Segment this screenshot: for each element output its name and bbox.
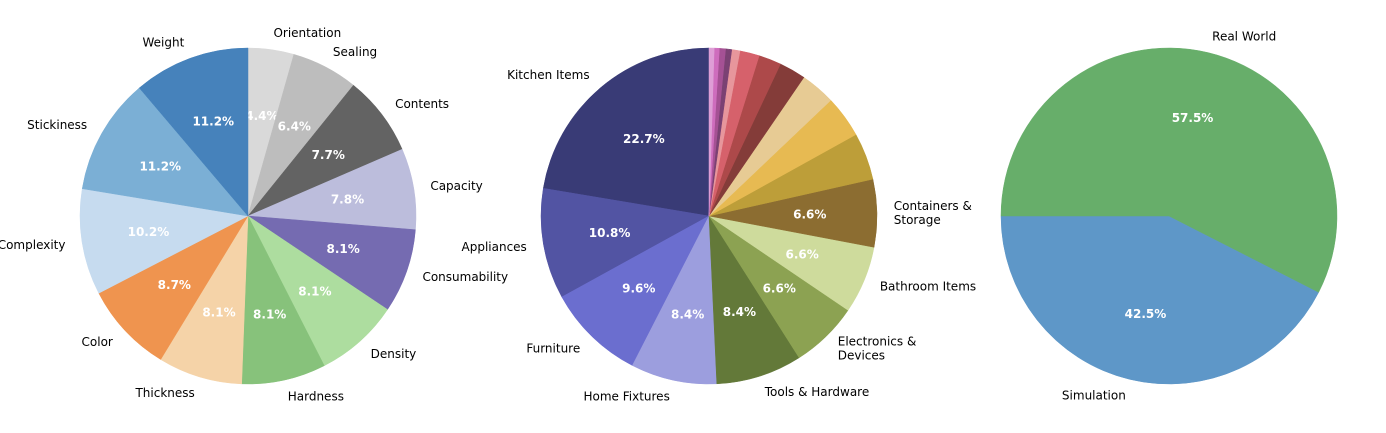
slice-label-sealing: Sealing — [333, 45, 377, 59]
data-source-pie-chart: Simulation 42.5% Real World 57.5% — [1000, 29, 1338, 403]
slice-percent-sealing: 6.4% — [278, 119, 311, 133]
slice-percent-appliances: 10.8% — [589, 226, 631, 240]
slice-label-tools-and-hardware: Tools & Hardware — [764, 385, 869, 399]
slice-tools-and-hardware — [708, 215, 800, 385]
slice-simulation — [1000, 215, 1320, 385]
slice-furniture — [561, 215, 710, 366]
slice-kitchen-items — [543, 47, 710, 217]
slice-label-contents: Contents — [395, 97, 449, 111]
slice-percent-furniture: 9.6% — [622, 281, 655, 295]
slice-label-density: Density — [371, 347, 417, 361]
slice-stickiness — [81, 87, 249, 217]
slice-percent-simulation: 42.5% — [1125, 307, 1167, 321]
slice-label-home-fixtures: Home Fixtures — [583, 390, 669, 404]
slice-color — [98, 215, 249, 360]
slice-percent-tools-and-hardware: 8.4% — [723, 305, 756, 319]
slice-label-containers-and-storage: Containers & Storage — [894, 199, 972, 227]
slice-percent-thickness: 8.1% — [202, 306, 235, 320]
slice-label-orientation: Orientation — [273, 26, 341, 40]
slice-label-kitchen-items: Kitchen Items — [507, 68, 589, 82]
slice-real-world — [1000, 47, 1338, 293]
slice-percent-stickiness: 11.2% — [139, 159, 181, 173]
slice-weight — [138, 47, 249, 217]
slice-label-real-world: Real World — [1212, 29, 1276, 43]
slice-label-color: Color — [82, 335, 113, 349]
slice-label-complexity: Complexity — [0, 238, 65, 252]
slice-percent-real-world: 57.5% — [1172, 111, 1214, 125]
slice-label-hardness: Hardness — [288, 389, 344, 403]
object-categories-pie-chart: Kitchen Items 22.7% Appliances 10.8% Furnitu… — [462, 47, 976, 404]
slice-percent-home-fixtures: 8.4% — [671, 308, 704, 322]
slice-home-fixtures — [632, 215, 718, 385]
slice-percent-kitchen-items: 22.7% — [623, 132, 665, 146]
slice-label-electronics-and-devices: Electronics & Devices — [838, 335, 917, 363]
slice-label-furniture: Furniture — [526, 342, 580, 356]
slice-label-bathroom-items: Bathroom Items — [880, 280, 976, 294]
slice-label-appliances: Appliances — [462, 240, 527, 254]
slice-percent-weight: 11.2% — [192, 114, 234, 128]
slice-percent-complexity: 10.2% — [128, 225, 170, 239]
slice-percent-color: 8.7% — [158, 278, 191, 292]
slice-unlabeled-18 — [708, 47, 715, 217]
slice-percent-capacity: 7.8% — [331, 193, 364, 207]
slice-label-capacity: Capacity — [430, 179, 482, 193]
slice-percent-contents: 7.7% — [312, 148, 345, 162]
slice-percent-containers-and-storage: 6.6% — [793, 207, 826, 221]
slice-percent-electronics-and-devices: 6.6% — [763, 281, 796, 295]
slice-label-consumability: Consumability — [422, 270, 508, 284]
slice-label-stickiness: Stickiness — [27, 118, 87, 132]
slice-percent-orientation: 4.4% — [245, 109, 278, 123]
slice-percent-consumability: 8.1% — [327, 242, 360, 256]
slice-appliances — [540, 188, 710, 298]
slice-label-thickness: Thickness — [134, 386, 194, 400]
slice-percent-density: 8.1% — [298, 284, 331, 298]
attributes-pie-chart: Orientation 4.4% Sealing 6.4% Contents 7.7% Ca… — [0, 26, 508, 404]
slice-label-weight: Weight — [142, 36, 184, 50]
slice-percent-bathroom-items: 6.6% — [786, 247, 819, 261]
slice-label-simulation: Simulation — [1062, 389, 1126, 403]
slice-percent-hardness: 8.1% — [253, 307, 286, 321]
slice-complexity — [79, 188, 249, 294]
